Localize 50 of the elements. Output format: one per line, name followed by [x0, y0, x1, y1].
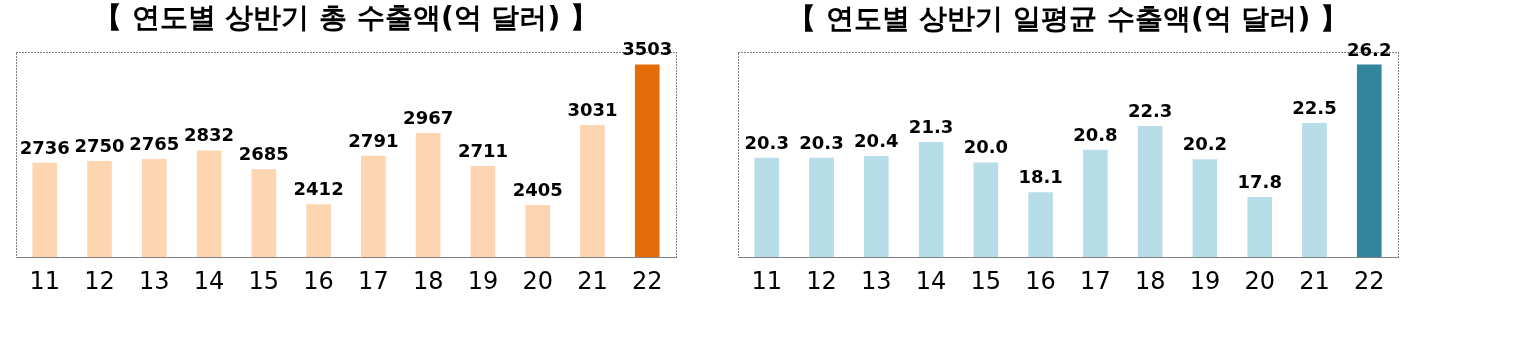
- x-tick-label: 13: [861, 266, 892, 295]
- data-label: 18.1: [1018, 166, 1063, 188]
- x-tick-label: 20: [522, 266, 553, 295]
- x-tick-label: 21: [577, 266, 608, 295]
- data-label: 2967: [403, 107, 454, 129]
- x-tick-label: 22: [631, 266, 663, 295]
- x-tick-label: 13: [139, 266, 170, 295]
- x-tick-label: 19: [467, 266, 499, 295]
- data-label: 2685: [238, 143, 289, 165]
- x-tick-label: 12: [84, 266, 115, 295]
- chart-title: 【 연도별 상반기 일평균 수출액(억 달러) 】: [787, 1, 1349, 35]
- data-label: 20.4: [854, 130, 899, 152]
- data-label: 20.8: [1073, 123, 1118, 145]
- x-tick-label: 22: [1353, 266, 1385, 295]
- x-tick-label: 15: [248, 266, 280, 295]
- x-tick-label: 17: [358, 266, 389, 295]
- x-tick-label: 14: [915, 266, 947, 295]
- x-tick-label: 18: [412, 266, 444, 295]
- x-tick-label: 12: [806, 266, 837, 295]
- data-label: 17.8: [1237, 171, 1282, 193]
- x-tick-label: 16: [1025, 266, 1056, 295]
- x-tick-label: 17: [1080, 266, 1111, 295]
- x-tick-label: 11: [751, 266, 783, 295]
- data-label: 22.3: [1127, 100, 1173, 122]
- data-label: 22.5: [1292, 96, 1337, 118]
- data-label: 2832: [184, 124, 235, 146]
- data-label: 20.3: [744, 131, 789, 153]
- data-label: 3031: [567, 98, 618, 120]
- data-label: 2736: [19, 136, 70, 158]
- data-label: 2791: [348, 129, 399, 151]
- x-tick-label: 18: [1134, 266, 1166, 295]
- data-label: 20.2: [1182, 133, 1228, 155]
- data-label: 2412: [293, 178, 344, 200]
- data-label: 20.3: [799, 131, 844, 153]
- data-label: 2765: [129, 132, 180, 154]
- x-tick-label: 15: [970, 266, 1002, 295]
- data-label: 20.0: [963, 136, 1009, 158]
- x-tick-label: 14: [193, 266, 225, 295]
- data-label: 2711: [457, 139, 508, 161]
- x-tick-label: 16: [303, 266, 334, 295]
- x-tick-label: 11: [29, 266, 61, 295]
- data-label: 26.2: [1347, 38, 1392, 60]
- x-tick-label: 21: [1299, 266, 1330, 295]
- data-label: 2405: [512, 179, 563, 201]
- chart-title: 【 연도별 상반기 총 수출액(억 달러) 】: [93, 1, 599, 35]
- data-label: 3503: [622, 38, 673, 60]
- data-label: 2750: [74, 134, 125, 156]
- x-tick-label: 20: [1244, 266, 1275, 295]
- x-tick-label: 19: [1189, 266, 1221, 295]
- data-label: 21.3: [908, 115, 954, 137]
